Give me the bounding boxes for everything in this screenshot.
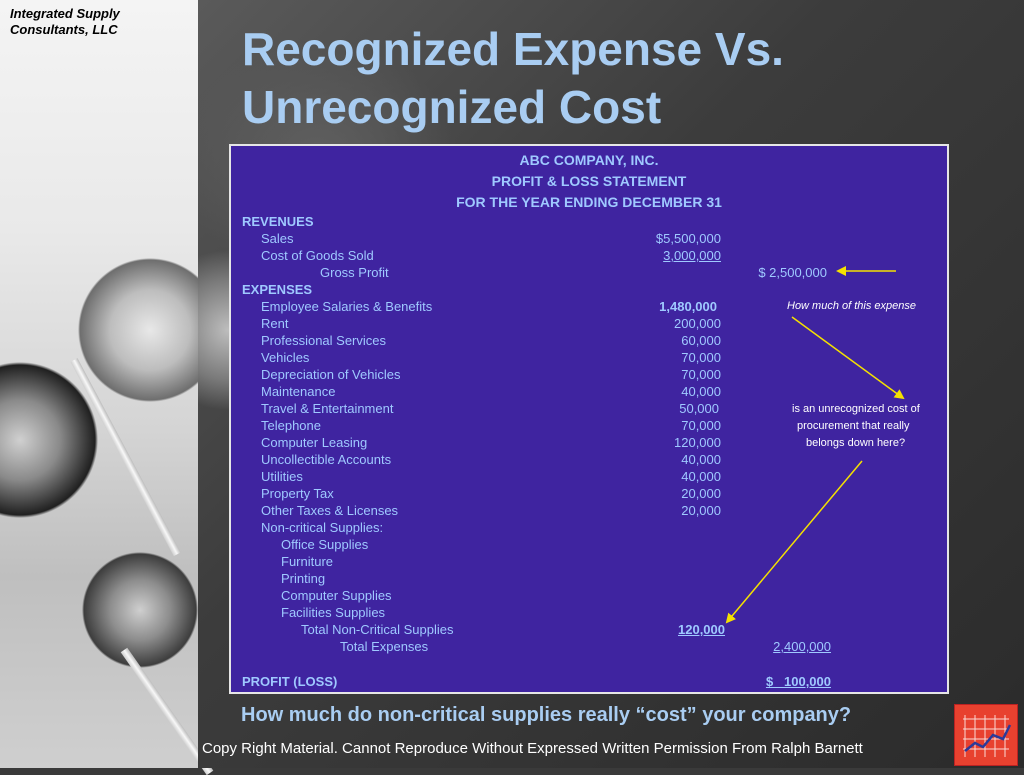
profit-loss-statement: ABC COMPANY, INC. PROFIT & LOSS STATEMEN… xyxy=(229,144,949,694)
expense-value: 200,000 xyxy=(674,316,721,331)
expense-value: 50,000 xyxy=(679,401,719,416)
expense-label: Travel & Entertainment xyxy=(261,401,394,416)
expense-label: Other Taxes & Licenses xyxy=(261,503,399,518)
noncritical-item: Printing xyxy=(281,571,326,586)
statement-header-title: PROFIT & LOSS STATEMENT xyxy=(491,173,687,189)
annotation-note-line1: is an unrecognized cost of xyxy=(792,403,920,415)
expense-label: Vehicles xyxy=(261,350,310,365)
annotation-note-line3: belongs down here? xyxy=(806,437,906,449)
expense-value: 40,000 xyxy=(681,469,721,484)
expense-label: Depreciation of Vehicles xyxy=(261,367,401,382)
expense-value: 70,000 xyxy=(681,418,721,433)
cogs-value: 3,000,000 xyxy=(663,248,721,263)
noncritical-heading: Non-critical Supplies: xyxy=(261,520,384,535)
expense-value: 20,000 xyxy=(681,486,721,501)
bottom-question: How much do non-critical supplies really… xyxy=(241,704,852,726)
noncritical-item: Furniture xyxy=(281,554,334,569)
annotation-note-top: How much of this expense xyxy=(787,300,917,312)
noncritical-item: Office Supplies xyxy=(281,537,369,552)
sales-label: Sales xyxy=(261,231,294,246)
cogs-label: Cost of Goods Sold xyxy=(261,248,374,263)
expense-label: Employee Salaries & Benefits xyxy=(261,299,433,314)
title-line1: Recognized Expense Vs. xyxy=(242,23,784,75)
expense-value: 120,000 xyxy=(674,435,721,450)
expense-label: Computer Leasing xyxy=(261,435,368,450)
company-line2: Consultants, LLC xyxy=(10,22,118,37)
expense-value: 70,000 xyxy=(681,367,721,382)
expense-label: Telephone xyxy=(261,418,321,433)
statement-header-company: ABC COMPANY, INC. xyxy=(519,152,659,168)
total-expenses-label: Total Expenses xyxy=(340,639,429,654)
expense-label: Utilities xyxy=(261,469,303,484)
noncritical-item: Facilities Supplies xyxy=(281,605,386,620)
gross-profit-value: $ 2,500,000 xyxy=(758,265,827,280)
expense-label: Professional Services xyxy=(261,333,386,348)
expense-value: 60,000 xyxy=(681,333,721,348)
background-photo xyxy=(0,0,214,775)
total-expenses-value: 2,400,000 xyxy=(773,639,831,654)
sales-value: $5,500,000 xyxy=(655,231,721,246)
expense-value: 70,000 xyxy=(681,350,721,365)
expense-label: Property Tax xyxy=(261,486,334,501)
profit-loss-value: $ 100,000 xyxy=(765,674,831,689)
profit-loss-label: PROFIT (LOSS) xyxy=(242,674,338,689)
slide-title: Recognized Expense Vs. Unrecognized Cost xyxy=(242,20,962,136)
expense-label: Maintenance xyxy=(261,384,336,399)
statement-header-period: FOR THE YEAR ENDING DECEMBER 31 xyxy=(456,194,722,210)
chart-logo-icon xyxy=(954,704,1018,766)
total-noncritical-label: Total Non-Critical Supplies xyxy=(301,622,454,637)
revenues-heading: REVENUES xyxy=(242,214,314,229)
annotation-note-line2: procurement that really xyxy=(797,420,910,432)
expenses-heading: EXPENSES xyxy=(242,282,313,297)
expense-label: Rent xyxy=(261,316,289,331)
title-line2: Unrecognized Cost xyxy=(242,81,662,133)
expense-value: 40,000 xyxy=(681,452,721,467)
copyright-notice: Copy Right Material. Cannot Reproduce Wi… xyxy=(202,740,863,757)
gross-profit-label: Gross Profit xyxy=(320,265,389,280)
company-name: Integrated Supply Consultants, LLC xyxy=(10,6,120,38)
expense-value: 1,480,000 xyxy=(659,299,717,314)
pin-stick xyxy=(70,358,181,557)
company-line1: Integrated Supply xyxy=(10,6,120,21)
expense-value: 40,000 xyxy=(681,384,721,399)
expense-label: Uncollectible Accounts xyxy=(261,452,392,467)
total-noncritical-value: 120,000 xyxy=(678,622,725,637)
expense-value: 20,000 xyxy=(681,503,721,518)
noncritical-item: Computer Supplies xyxy=(281,588,392,603)
